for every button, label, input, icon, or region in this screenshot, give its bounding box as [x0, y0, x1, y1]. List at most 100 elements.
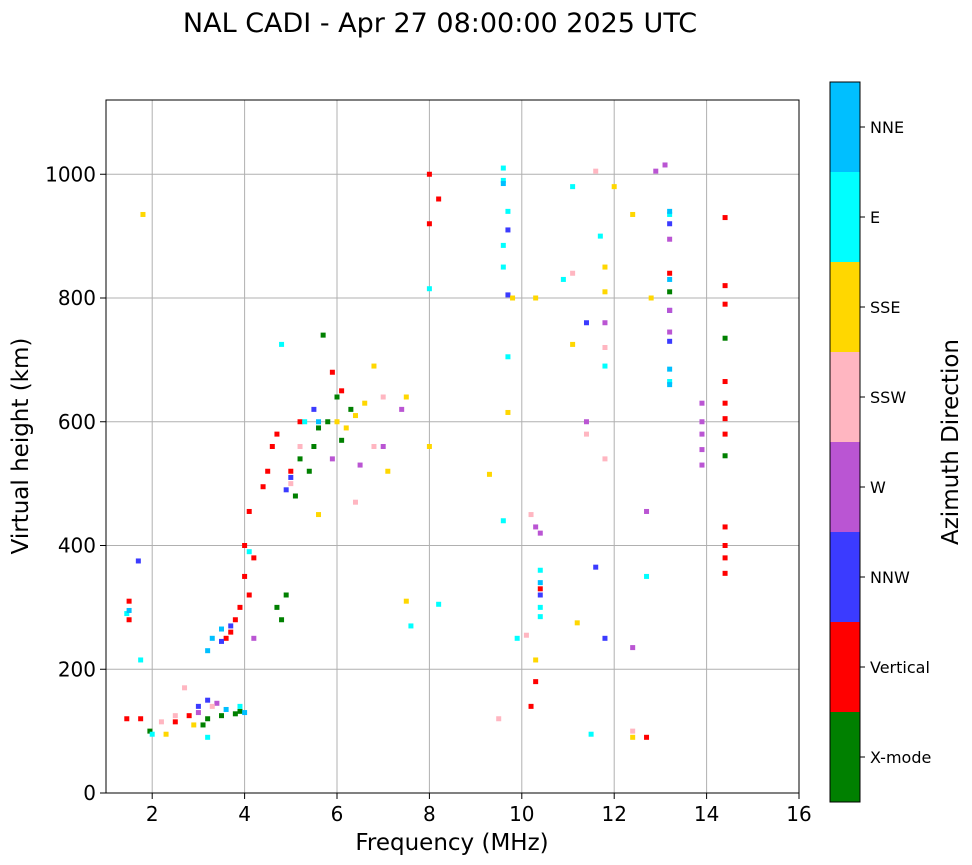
data-point [667, 338, 673, 344]
data-point [602, 456, 608, 462]
data-point [602, 345, 608, 350]
data-point [667, 307, 673, 313]
colorbar-tick-label: NNW [870, 568, 910, 587]
data-point [343, 425, 349, 431]
colorbar-tick-label: SSW [870, 388, 906, 407]
data-point [500, 264, 506, 270]
data-point [219, 638, 224, 644]
data-point [602, 289, 608, 295]
data-point [630, 645, 636, 651]
data-point [205, 716, 211, 722]
data-point [630, 211, 636, 217]
data-point [163, 731, 169, 737]
data-point [500, 165, 506, 171]
data-point [588, 731, 594, 737]
data-point [667, 236, 673, 242]
data-point [426, 171, 432, 177]
data-point [147, 728, 153, 734]
data-point [602, 635, 608, 641]
data-point [126, 598, 132, 604]
data-point [219, 626, 224, 632]
data-point [528, 512, 534, 518]
data-point [537, 530, 543, 536]
data-point [533, 657, 539, 663]
data-point [426, 286, 432, 292]
colorbar-segment [830, 622, 860, 712]
data-point [135, 558, 141, 564]
data-point [436, 196, 442, 202]
data-point [570, 184, 576, 190]
data-point [380, 394, 386, 400]
data-marks [124, 162, 728, 740]
data-point [237, 703, 243, 709]
data-point [667, 211, 673, 217]
data-point [436, 601, 442, 607]
data-point [209, 635, 215, 641]
data-point [602, 363, 608, 369]
data-point [630, 728, 636, 734]
data-point [537, 614, 543, 620]
data-point [537, 567, 543, 573]
data-point [138, 716, 144, 722]
data-point [722, 453, 728, 459]
data-point [237, 604, 243, 610]
data-point [611, 184, 617, 190]
series-w [195, 162, 705, 716]
data-point [297, 456, 303, 462]
series-sse [140, 184, 654, 740]
data-point [537, 586, 543, 592]
data-point [385, 468, 391, 474]
data-point [574, 620, 580, 626]
data-point [583, 419, 589, 425]
data-point [653, 168, 659, 174]
x-tick-label: 8 [423, 802, 436, 826]
data-point [500, 242, 506, 248]
data-point [219, 713, 224, 719]
data-point [722, 215, 728, 221]
colorbar-segment [830, 172, 860, 262]
colorbar-label: Azimuth Direction [938, 339, 964, 545]
y-tick-label: 200 [58, 657, 96, 681]
data-point [699, 419, 705, 425]
data-point [251, 635, 257, 641]
data-point [339, 388, 345, 394]
data-point [486, 471, 492, 477]
data-point [500, 181, 506, 187]
chart-title: NAL CADI - Apr 27 08:00:00 2025 UTC [183, 8, 697, 39]
data-point [182, 685, 188, 691]
data-point [722, 431, 728, 437]
data-point [500, 518, 506, 524]
data-point [209, 703, 215, 709]
data-point [302, 419, 308, 425]
series-nne [126, 181, 673, 716]
data-point [426, 444, 432, 449]
data-point [505, 354, 511, 360]
colorbar-segment [830, 712, 860, 802]
data-point [283, 487, 289, 493]
data-point [265, 468, 271, 474]
series-e [124, 165, 673, 740]
azimuth-colorbar: X-mode Vertical NNW W SSW SSE E NNE [829, 81, 931, 803]
data-point [288, 481, 294, 487]
data-point [403, 394, 409, 400]
x-axis-ticks: 2 4 6 8 10 12 14 16 [146, 793, 812, 826]
data-point [288, 468, 294, 474]
data-point [172, 719, 178, 725]
data-point [699, 431, 705, 437]
data-point [232, 617, 238, 623]
data-point [246, 508, 252, 514]
data-point [667, 366, 673, 372]
data-point [329, 456, 335, 462]
data-point [195, 710, 201, 716]
data-point [172, 713, 178, 719]
data-point [722, 283, 728, 289]
colorbar-segment [830, 82, 860, 172]
colorbar-tick-label: Vertical [870, 658, 930, 677]
series-nnw [135, 221, 673, 709]
data-point [334, 394, 340, 400]
data-point [232, 711, 238, 717]
x-tick-label: 2 [146, 802, 159, 826]
data-point [644, 734, 650, 740]
data-point [292, 493, 298, 499]
data-point [570, 270, 576, 276]
